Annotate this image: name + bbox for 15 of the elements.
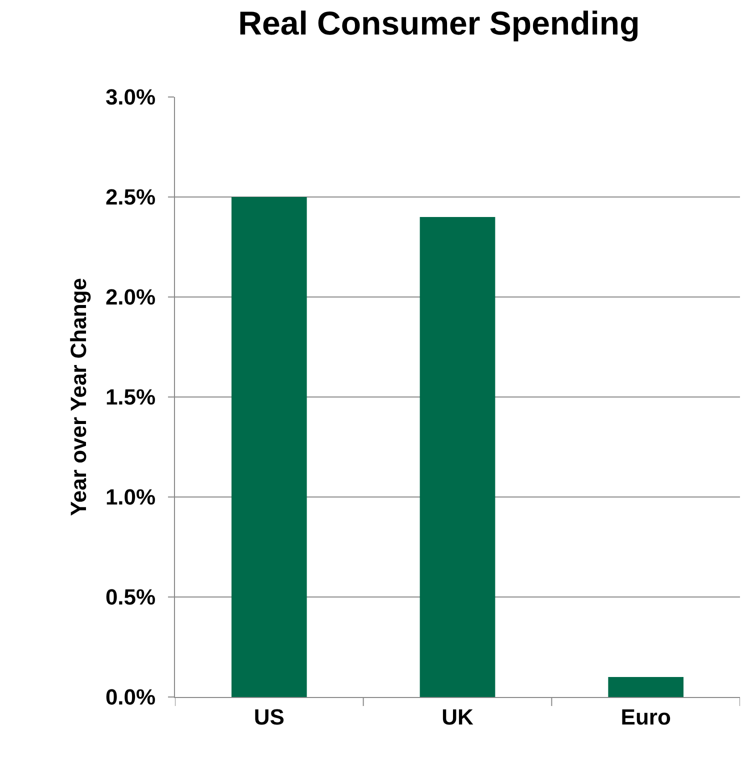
- x-tick-label: UK: [442, 704, 474, 730]
- bar: [608, 677, 684, 697]
- y-tick-label: 0.0%: [105, 684, 156, 710]
- x-tick-label: US: [254, 704, 284, 730]
- y-tick-label: 3.0%: [105, 84, 156, 110]
- y-tick-label: 0.5%: [105, 584, 156, 610]
- y-tick-label: 1.5%: [105, 384, 156, 410]
- chart-title: Real Consumer Spending: [238, 4, 640, 42]
- y-tick-label: 2.0%: [105, 284, 156, 310]
- bar: [420, 217, 496, 697]
- x-tick-label: Euro: [620, 704, 671, 730]
- y-tick-label: 2.5%: [105, 184, 156, 210]
- y-tick-label: 1.0%: [105, 484, 156, 510]
- bar: [232, 197, 307, 697]
- y-axis-title: Year over Year Change: [66, 278, 92, 516]
